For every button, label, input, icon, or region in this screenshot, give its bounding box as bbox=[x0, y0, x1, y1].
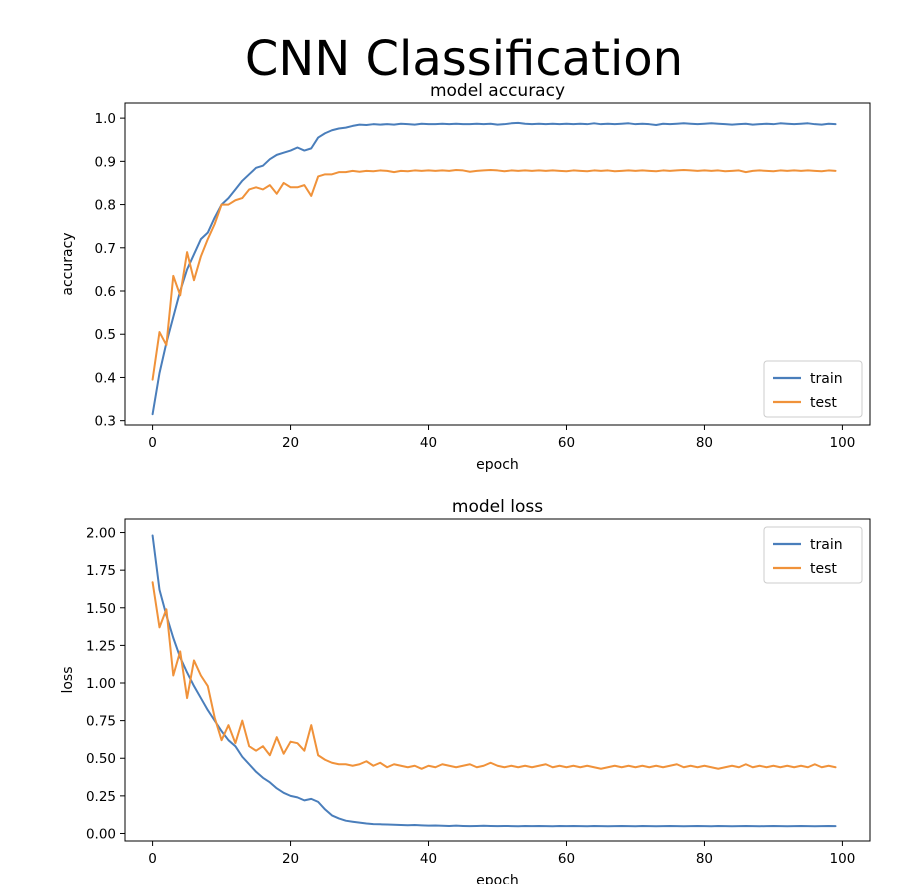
accuracy-x-tick-label: 60 bbox=[558, 435, 575, 451]
accuracy-y-tick-label: 0.7 bbox=[95, 241, 116, 257]
figure-suptitle: CNN Classification bbox=[245, 31, 683, 87]
accuracy-chart-title: model accuracy bbox=[430, 81, 565, 101]
loss-x-tick-label: 40 bbox=[420, 851, 437, 867]
loss-series-test-line bbox=[151, 581, 837, 770]
accuracy-y-axis-label: accuracy bbox=[60, 232, 76, 295]
loss-y-axis-label: loss bbox=[60, 666, 76, 693]
loss-chart-title: model loss bbox=[452, 497, 543, 517]
loss-y-tick-label: 0.50 bbox=[86, 751, 116, 767]
accuracy-legend: train test bbox=[763, 360, 863, 418]
accuracy-y-tick-label: 0.8 bbox=[95, 198, 116, 214]
loss-x-tick-label: 20 bbox=[282, 851, 299, 867]
loss-y-tick-label: 2.00 bbox=[86, 526, 116, 542]
accuracy-series-train-line bbox=[151, 121, 837, 416]
loss-y-tick-label: 0.25 bbox=[86, 789, 116, 805]
accuracy-x-tick-label: 100 bbox=[830, 435, 856, 451]
accuracy-y-tick-label: 0.9 bbox=[95, 154, 116, 170]
loss-y-tick-label: 0.75 bbox=[86, 714, 116, 730]
accuracy-plot-frame bbox=[124, 102, 871, 426]
loss-series-train-line bbox=[151, 534, 837, 828]
accuracy-x-tick-label: 80 bbox=[696, 435, 713, 451]
loss-x-tick-label: 0 bbox=[148, 851, 157, 867]
accuracy-y-tick-label: 0.3 bbox=[95, 414, 116, 430]
accuracy-y-tick-label: 0.4 bbox=[95, 370, 116, 386]
loss-y-tick-label: 1.50 bbox=[86, 601, 116, 617]
loss-x-tick-label: 100 bbox=[830, 851, 856, 867]
loss-plot-frame bbox=[124, 518, 871, 842]
loss-legend: train test bbox=[763, 526, 863, 584]
accuracy-legend-label-test: test bbox=[810, 395, 837, 411]
accuracy-series-test-line bbox=[151, 168, 837, 381]
accuracy-x-tick-label: 20 bbox=[282, 435, 299, 451]
accuracy-x-tick-label: 0 bbox=[148, 435, 157, 451]
accuracy-y-tick-label: 0.6 bbox=[95, 284, 116, 300]
loss-legend-label-train: train bbox=[810, 537, 843, 553]
loss-y-tick-label: 1.25 bbox=[86, 638, 116, 654]
loss-y-tick-label: 0.00 bbox=[86, 826, 116, 842]
accuracy-x-tick-label: 40 bbox=[420, 435, 437, 451]
loss-y-tick-label: 1.75 bbox=[86, 563, 116, 579]
accuracy-chart: 0 20 40 60 80 100 0.3 0.4 0.5 0.6 0.7 0.8 0.9 1.0 mode… bbox=[60, 81, 871, 473]
loss-x-axis-label: epoch bbox=[476, 873, 519, 884]
loss-chart: 0 20 40 60 80 100 0.00 0.25 0.50 0.75 1.00 1.25 1.50… bbox=[60, 497, 871, 884]
accuracy-x-axis-label: epoch bbox=[476, 457, 519, 473]
accuracy-legend-label-train: train bbox=[810, 371, 843, 387]
loss-x-tick-label: 80 bbox=[696, 851, 713, 867]
accuracy-y-tick-label: 0.5 bbox=[95, 327, 116, 343]
loss-y-tick-label: 1.00 bbox=[86, 676, 116, 692]
accuracy-y-tick-label: 1.0 bbox=[95, 111, 116, 127]
loss-legend-label-test: test bbox=[810, 561, 837, 577]
loss-x-tick-label: 60 bbox=[558, 851, 575, 867]
